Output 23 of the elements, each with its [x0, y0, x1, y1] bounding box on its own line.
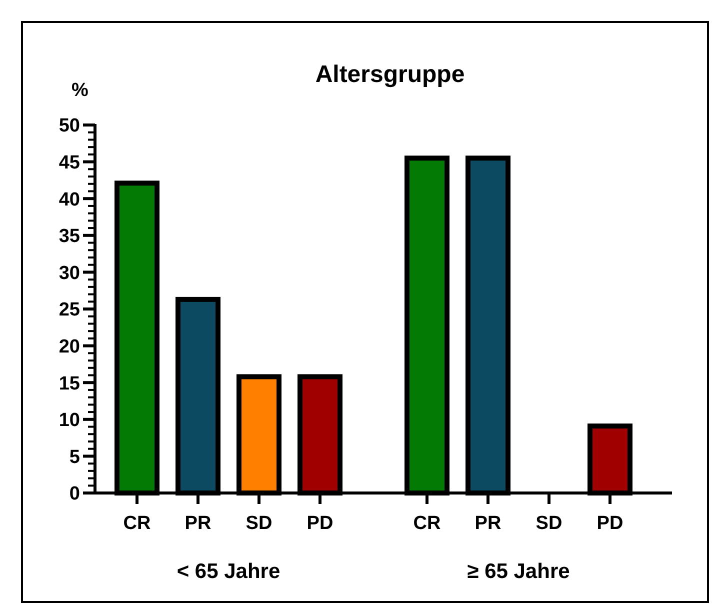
y-tick-label: 15	[58, 373, 80, 394]
x-tick-label: PR	[184, 513, 212, 534]
y-tick-label: 10	[58, 410, 80, 432]
x-tick-label: PR	[474, 513, 502, 534]
y-tick-label: 0	[69, 484, 80, 505]
y-axis-title: %	[72, 80, 89, 101]
x-tick-label: SD	[536, 513, 562, 534]
x-tick-label: SD	[246, 513, 272, 534]
y-tick-label: 40	[58, 189, 80, 210]
x-tick-label: PD	[306, 513, 334, 534]
y-tick-label: 20	[58, 336, 80, 358]
x-axis-title: ≥ 65 Jahre	[467, 560, 570, 583]
y-tick-label: 30	[58, 262, 80, 284]
y-tick-label: 25	[58, 300, 80, 321]
y-tick-label: 5	[69, 446, 80, 468]
x-tick-label: CR	[413, 513, 441, 534]
chart-title: Altersgruppe	[315, 61, 465, 88]
y-tick-label: 35	[58, 226, 80, 248]
y-tick-label: 50	[58, 116, 80, 137]
y-tick-label: 45	[58, 152, 80, 174]
x-axis-title: < 65 Jahre	[176, 560, 280, 583]
x-tick-label: PD	[596, 513, 624, 534]
x-tick-label: CR	[123, 513, 151, 534]
